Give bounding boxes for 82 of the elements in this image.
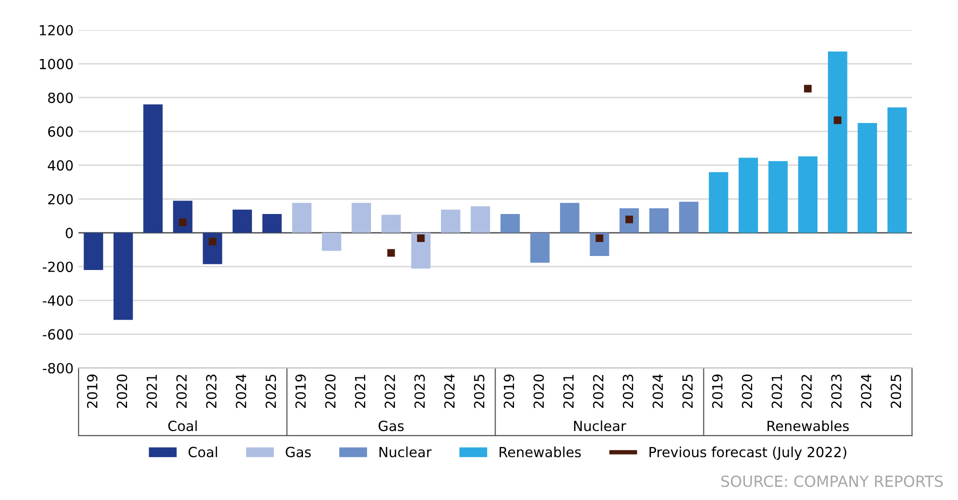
legend-label: Renewables (500, 446, 581, 458)
bar (560, 202, 580, 233)
x-tick-label: 2020 (325, 374, 336, 408)
legend-label: Coal (188, 446, 218, 458)
y-tick-label: 600 (48, 126, 73, 137)
bar (500, 214, 520, 233)
legend-label: Nuclear (380, 446, 432, 458)
x-tick-label: 2021 (146, 374, 157, 408)
point (596, 234, 604, 242)
y-tick-label: 0 (66, 228, 73, 238)
point (387, 249, 395, 257)
bar (828, 51, 848, 233)
y-tick-label: -800 (42, 362, 73, 374)
x-tick-label: 2019 (86, 374, 98, 408)
point (178, 218, 187, 226)
y-tick-label: 1200 (40, 24, 73, 36)
bar (352, 202, 372, 233)
x-tick-label: 2019 (712, 374, 723, 408)
x-tick-label: 2025 (474, 374, 484, 408)
x-tick-label: 2020 (533, 374, 544, 408)
x-tick-label: 2022 (801, 374, 812, 408)
bar (202, 232, 222, 264)
x-tick-label: 2019 (504, 374, 514, 408)
text: Renewables (768, 420, 849, 432)
x-tick-label: 2024 (236, 374, 246, 408)
bar (887, 107, 907, 233)
x-tick-label: 2020 (742, 374, 752, 408)
bar (440, 210, 460, 233)
bar (649, 208, 669, 233)
bar (679, 202, 698, 233)
bar (232, 210, 252, 233)
text: Coal (168, 420, 197, 432)
x-tick-label: 2022 (176, 374, 187, 408)
x-tick-label: 2024 (444, 374, 455, 408)
legend-label: Previous forecast (July 2022) (650, 446, 846, 460)
bar (738, 158, 758, 233)
x-tick-label: 2025 (682, 374, 693, 408)
point (834, 116, 842, 124)
legend-label: Gas (286, 446, 311, 458)
point (804, 84, 812, 92)
x-tick-label: 2023 (414, 374, 425, 408)
bar (143, 104, 163, 233)
bar (858, 122, 878, 233)
bar (262, 214, 282, 233)
x-tick-label: 2023 (622, 374, 634, 408)
text: Gas (378, 420, 404, 432)
bar (768, 161, 788, 233)
text: Nuclear (574, 420, 626, 432)
bar (530, 232, 550, 263)
bar (411, 232, 431, 269)
x-tick-label: 2022 (592, 374, 604, 408)
x-tick-label: 2023 (206, 374, 217, 408)
bar (708, 172, 728, 233)
point (417, 234, 425, 242)
x-tick-label: 2025 (890, 374, 902, 408)
x-tick-label: 2021 (354, 374, 366, 408)
x-tick-label: 2022 (384, 374, 396, 408)
bar (84, 232, 104, 270)
x-tick-label: 2021 (563, 374, 574, 408)
y-tick-label: -600 (42, 329, 73, 340)
y-tick-label: 200 (48, 194, 73, 204)
x-tick-label: 2021 (772, 374, 782, 408)
bar (798, 156, 818, 233)
x-tick-label: 2020 (116, 374, 128, 408)
bar (292, 202, 312, 233)
x-tick-label: 2024 (652, 374, 664, 408)
x-tick-label: 2019 (295, 374, 306, 408)
y-tick-label: 800 (48, 92, 73, 104)
y-tick-label: -400 (42, 295, 73, 306)
bar (114, 232, 133, 320)
bar (173, 200, 192, 233)
source-note: SOURCE: COMPANY REPORTS (721, 475, 943, 488)
x-tick-label: 2025 (266, 374, 276, 408)
y-tick-label: 1000 (40, 58, 73, 70)
bar (470, 206, 490, 233)
x-tick-label: 2024 (860, 374, 872, 408)
point (208, 238, 216, 246)
y-tick-label: 400 (48, 160, 73, 171)
bar (322, 232, 342, 251)
y-tick-label: -200 (42, 262, 73, 272)
x-tick-label: 2023 (831, 374, 842, 408)
bar (381, 214, 401, 233)
